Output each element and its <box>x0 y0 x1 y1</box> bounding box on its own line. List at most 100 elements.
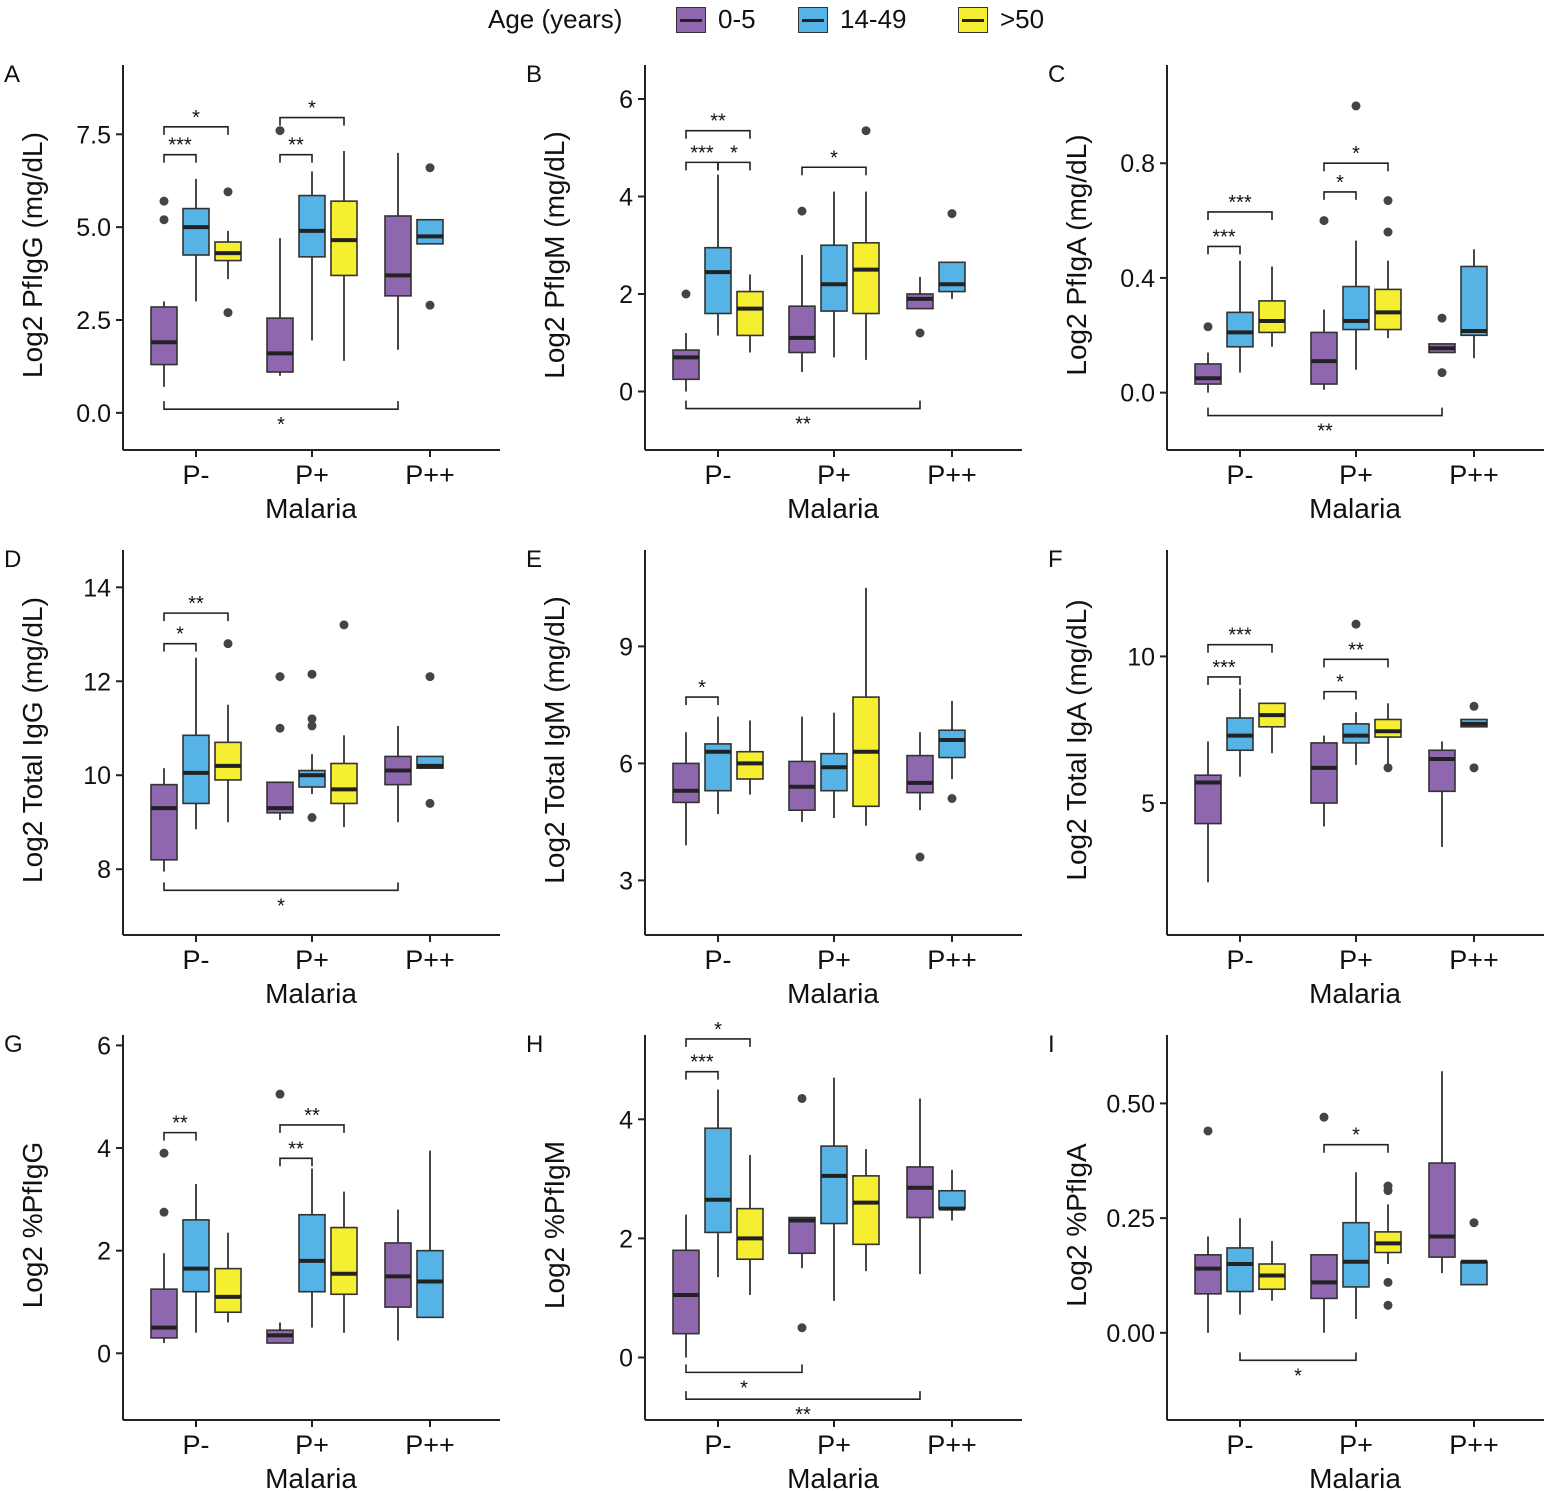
box-body <box>1374 718 1402 738</box>
outlier-point <box>915 328 925 338</box>
significance-bracket-f: *** <box>1207 657 1241 685</box>
bracket-line <box>1207 643 1273 653</box>
outlier-point <box>159 215 169 225</box>
significance-stars: * <box>740 1377 748 1399</box>
x-tick-label-i: P+ <box>1339 1430 1373 1460</box>
y-tick-label-g: 2 <box>97 1238 111 1266</box>
x-tick-label-f: P- <box>1227 945 1254 975</box>
box-f-P+-group1 <box>1342 619 1370 765</box>
box-g-P--group0 <box>150 1148 178 1344</box>
box-body <box>906 754 934 794</box>
y-tick-label-b: 2 <box>619 281 633 309</box>
outlier-point <box>223 308 233 318</box>
box-body <box>1428 1162 1456 1258</box>
legend-swatch-14-49 <box>798 6 828 33</box>
box-body <box>416 755 444 769</box>
x-axis-title-f: Malaria <box>1309 978 1401 1009</box>
legend: Age (years) 0-5 14-49 >50 <box>0 0 1544 40</box>
significance-bracket-c: * <box>1323 172 1357 200</box>
x-axis-title-g: Malaria <box>265 1463 357 1491</box>
box-body <box>298 194 326 258</box>
y-tick-label-h: 0 <box>619 1344 633 1372</box>
outlier-point <box>425 798 435 808</box>
box-b-P+-group2 <box>852 126 880 360</box>
box-body <box>330 1226 358 1296</box>
y-tick-label-a: 5.0 <box>76 214 111 242</box>
box-d-P+-group1 <box>298 669 326 823</box>
outlier-point <box>797 206 807 216</box>
y-tick-label-i: 0.50 <box>1106 1090 1155 1118</box>
bracket-line <box>685 1364 803 1374</box>
box-body <box>788 1216 816 1255</box>
outlier-point <box>1469 763 1479 773</box>
y-tick-label-i: 0.25 <box>1106 1205 1155 1233</box>
significance-stars: ** <box>795 1404 811 1426</box>
x-tick-label-i: P- <box>1227 1430 1254 1460</box>
box-body <box>1258 300 1286 334</box>
significance-bracket-i: * <box>1323 1125 1389 1153</box>
outlier-point <box>1437 368 1447 378</box>
bracket-line <box>717 161 751 171</box>
outlier-point <box>159 1207 169 1217</box>
significance-stars: * <box>1336 172 1344 194</box>
y-tick-label-g: 0 <box>97 1340 111 1368</box>
outlier-point <box>425 300 435 310</box>
box-h-P+-group1 <box>820 1077 848 1301</box>
significance-bracket-e: * <box>685 677 719 706</box>
box-body <box>820 244 848 312</box>
panel-label-b: B <box>526 61 542 88</box>
box-body <box>1460 265 1488 337</box>
box-i-P--group0 <box>1194 1126 1222 1333</box>
y-tick-label-c: 0.8 <box>1120 150 1155 178</box>
x-tick-label-d: P+ <box>295 945 329 975</box>
box-b-P+-group0 <box>788 206 816 372</box>
panel-label-c: C <box>1048 61 1065 88</box>
outlier-point <box>275 723 285 733</box>
box-g-P++-group0 <box>384 1209 412 1341</box>
panel-e: E 3 6 9 P- P+ P++ Malaria Log2 Total IgM (mg/dL)… <box>526 546 1022 1009</box>
box-e-P++-group1 <box>938 701 966 803</box>
bracket-line <box>685 1391 921 1400</box>
outlier-point <box>1203 1126 1213 1136</box>
y-axis-title-i: Log2 %PfIgA <box>1061 1143 1092 1307</box>
bracket-line <box>1323 1143 1389 1153</box>
x-tick-label-g: P+ <box>295 1430 329 1460</box>
box-body <box>182 734 210 805</box>
box-a-P--group2 <box>214 187 242 318</box>
x-tick-label-h: P+ <box>817 1430 851 1460</box>
significance-stars: ** <box>188 593 204 615</box>
box-h-P+-group0 <box>788 1093 816 1333</box>
outlier-point <box>1319 1112 1329 1122</box>
bracket-line <box>685 696 719 706</box>
box-h-P--group1 <box>704 1089 732 1278</box>
box-body <box>736 1207 764 1261</box>
box-f-P+-group0 <box>1310 735 1338 827</box>
bracket-line <box>279 153 313 163</box>
significance-stars: ** <box>172 1113 188 1135</box>
box-h-P+-group2 <box>852 1149 880 1272</box>
x-tick-label-d: P- <box>183 945 210 975</box>
x-tick-label-a: P- <box>183 460 210 490</box>
significance-bracket-d: ** <box>163 593 229 622</box>
box-body <box>1342 1221 1370 1288</box>
box-body <box>384 215 412 297</box>
bracket-line <box>685 400 921 410</box>
y-tick-label-d: 8 <box>97 856 111 884</box>
y-tick-label-e: 6 <box>619 750 633 778</box>
significance-bracket-a: * <box>163 401 399 436</box>
box-body <box>1226 311 1254 348</box>
box-c-P+-group0 <box>1310 216 1338 390</box>
box-f-P++-group0 <box>1428 741 1456 848</box>
outlier-point <box>1203 322 1213 332</box>
significance-stars: *** <box>1212 657 1236 679</box>
x-tick-label-g: P- <box>183 1430 210 1460</box>
y-tick-label-c: 0.0 <box>1120 380 1155 408</box>
box-body <box>150 783 178 861</box>
box-b-P++-group0 <box>906 276 934 338</box>
legend-label-over-50: >50 <box>1000 4 1045 34</box>
significance-bracket-c: *** <box>1207 226 1241 255</box>
x-tick-label-d: P++ <box>405 945 455 975</box>
significance-bracket-g: ** <box>279 1105 345 1133</box>
bracket-line <box>279 1157 313 1167</box>
significance-bracket-f: ** <box>1323 639 1389 668</box>
